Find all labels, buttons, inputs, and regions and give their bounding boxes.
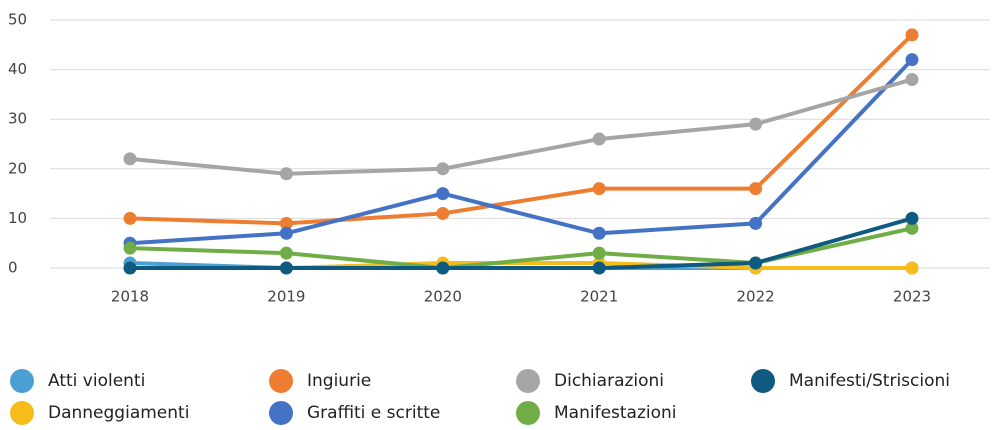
data-point — [592, 246, 606, 260]
legend-label: Atti violenti — [48, 371, 145, 391]
y-tick-label: 50 — [8, 11, 27, 29]
data-point — [279, 261, 293, 275]
x-tick-label: 2023 — [893, 288, 931, 306]
data-point — [123, 241, 137, 255]
legend-label: Graffiti e scritte — [307, 403, 440, 423]
legend-label: Manifesti/Striscioni — [789, 371, 950, 391]
legend-label: Ingiurie — [307, 371, 371, 391]
data-point — [279, 216, 293, 230]
data-point — [436, 162, 450, 176]
x-tick-label: 2019 — [267, 288, 305, 306]
data-point — [749, 117, 763, 131]
series-line — [129, 77, 913, 176]
data-point — [592, 226, 606, 240]
legend-swatch — [751, 369, 775, 393]
data-point — [436, 261, 450, 275]
y-tick-label: 20 — [8, 159, 27, 177]
series-line — [129, 33, 914, 226]
data-point — [905, 28, 919, 42]
data-point — [749, 182, 763, 196]
x-tick-label: 2022 — [737, 288, 775, 306]
data-point — [592, 132, 606, 146]
data-point — [123, 261, 137, 275]
data-point — [749, 216, 763, 230]
data-point — [123, 211, 137, 225]
series-line — [129, 58, 914, 246]
y-tick-label: 30 — [8, 110, 27, 128]
legend-swatch — [10, 369, 34, 393]
legend-swatch — [10, 401, 34, 425]
data-point — [279, 226, 293, 240]
data-point — [592, 182, 606, 196]
data-point — [123, 152, 137, 166]
data-point — [279, 246, 293, 260]
data-point — [905, 211, 919, 225]
data-point — [749, 256, 763, 270]
data-point — [905, 73, 919, 87]
data-point — [436, 187, 450, 201]
data-point — [905, 221, 919, 235]
data-point — [279, 167, 293, 181]
legend-swatch — [516, 369, 540, 393]
legend-label: Manifestazioni — [554, 403, 677, 423]
legend-swatch — [516, 401, 540, 425]
y-tick-label: 40 — [8, 60, 27, 78]
y-tick-label: 10 — [8, 209, 27, 227]
legend-swatch — [269, 401, 293, 425]
data-point — [436, 206, 450, 220]
legend-label: Dichiarazioni — [554, 371, 664, 391]
data-point — [905, 53, 919, 67]
x-tick-label: 2018 — [111, 288, 149, 306]
y-tick-label: 0 — [8, 259, 18, 277]
x-tick-label: 2021 — [580, 288, 618, 306]
legend-swatch — [269, 369, 293, 393]
data-point — [592, 261, 606, 275]
legend-label: Danneggiamenti — [48, 403, 189, 423]
x-tick-label: 2020 — [424, 288, 462, 306]
data-point — [905, 261, 919, 275]
series-line — [130, 216, 913, 270]
